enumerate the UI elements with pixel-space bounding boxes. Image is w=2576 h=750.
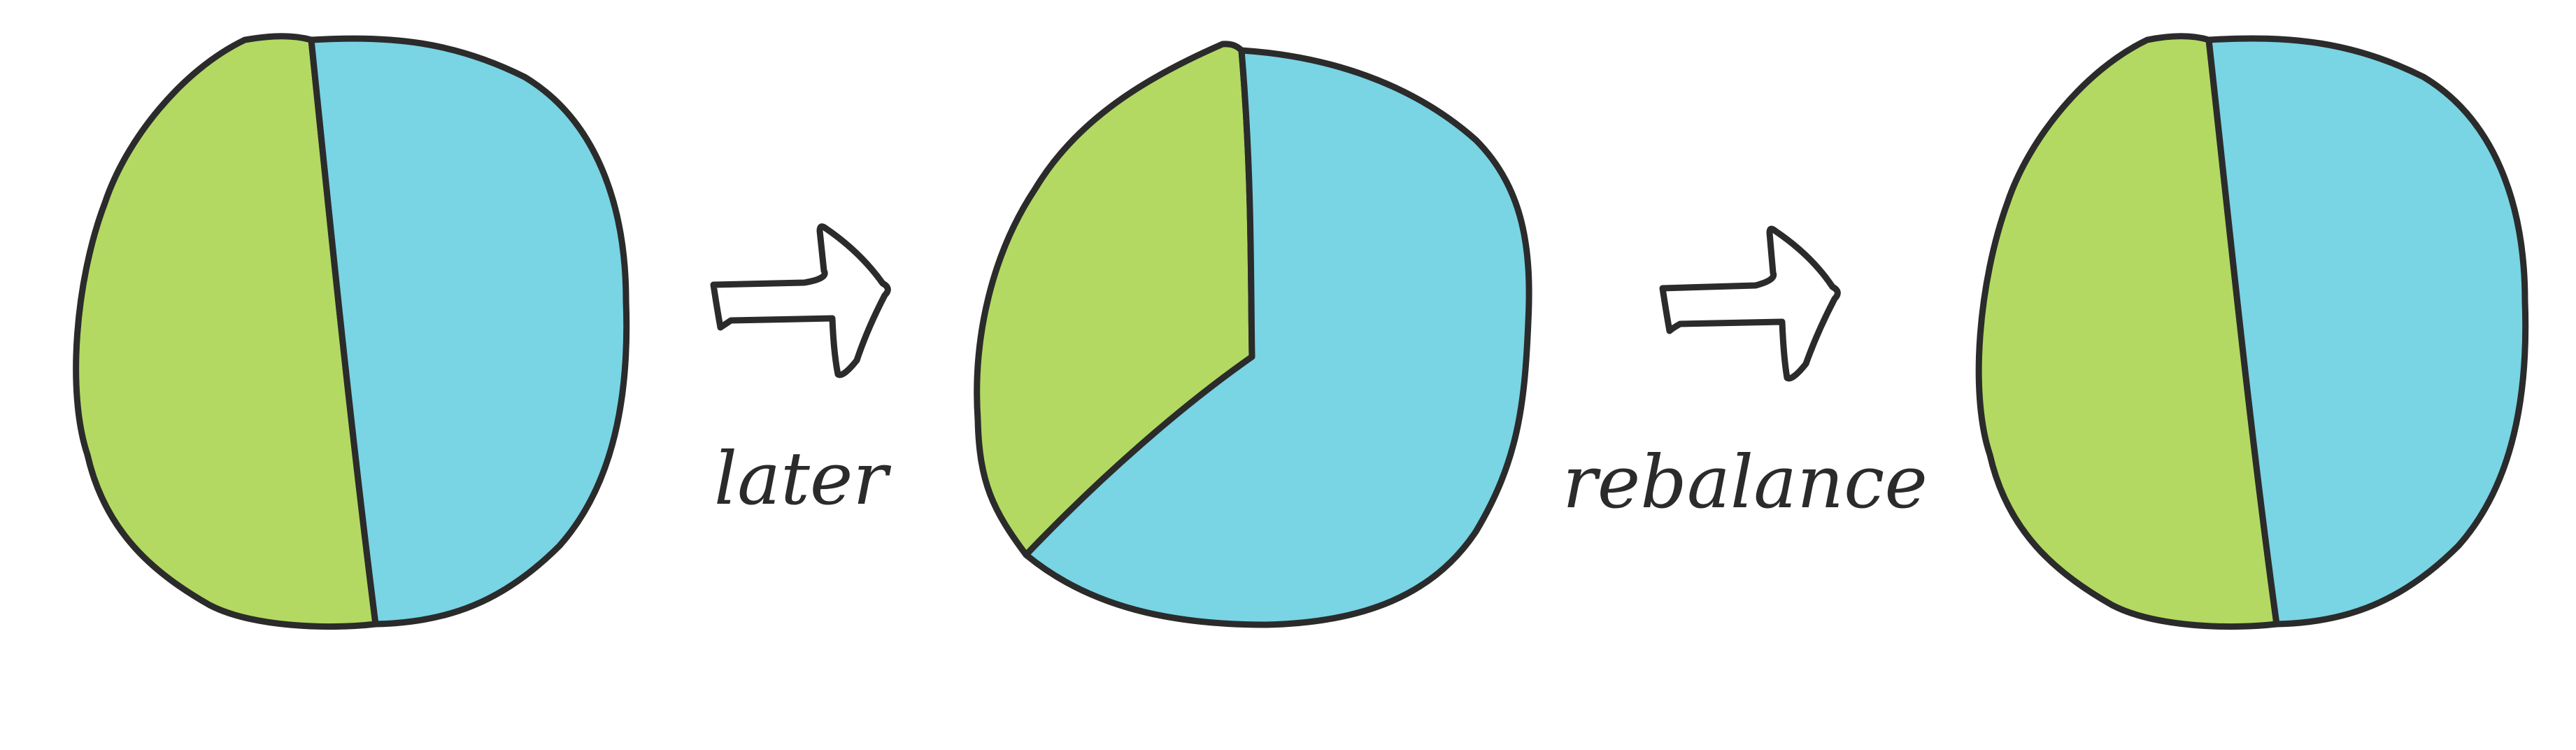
arrow-later: later: [710, 223, 892, 521]
pie-after-rebalance: [1975, 33, 2529, 630]
pie-before-blue-slice: [308, 35, 630, 628]
pie-before: [73, 33, 630, 630]
pie-after-rebalance-blue-slice: [2205, 35, 2529, 628]
right-arrow-icon: [710, 223, 891, 378]
pie-after-later-blue-slice: [1023, 47, 1532, 628]
arrow-rebalance-label: rebalance: [1563, 439, 1928, 525]
right-arrow-icon: [1659, 225, 1841, 382]
arrow-rebalance: rebalance: [1563, 225, 1928, 525]
pie-after-later: [974, 41, 1532, 628]
arrow-later-label: later: [714, 436, 892, 521]
